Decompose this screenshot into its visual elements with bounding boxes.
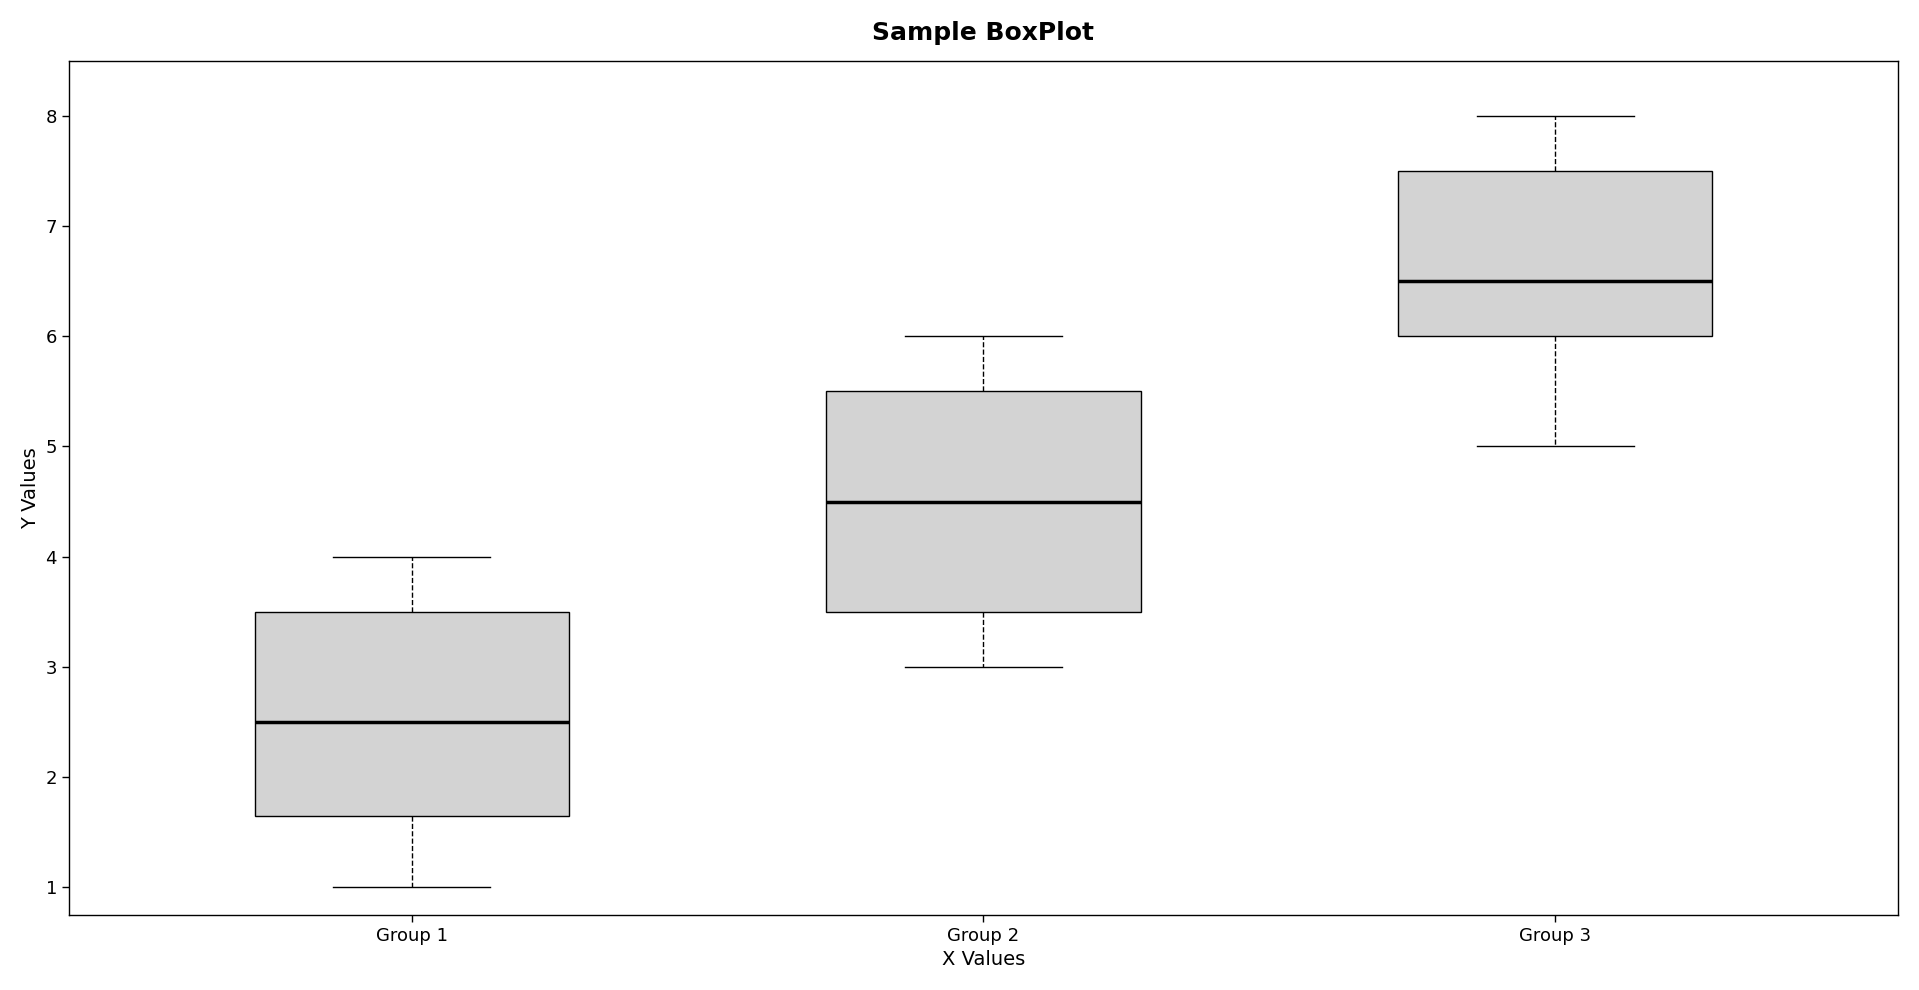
Y-axis label: Y Values: Y Values — [21, 446, 40, 529]
PathPatch shape — [255, 612, 568, 816]
X-axis label: X Values: X Values — [942, 950, 1025, 969]
PathPatch shape — [1397, 171, 1712, 337]
PathPatch shape — [827, 391, 1140, 612]
Title: Sample BoxPlot: Sample BoxPlot — [873, 21, 1094, 45]
